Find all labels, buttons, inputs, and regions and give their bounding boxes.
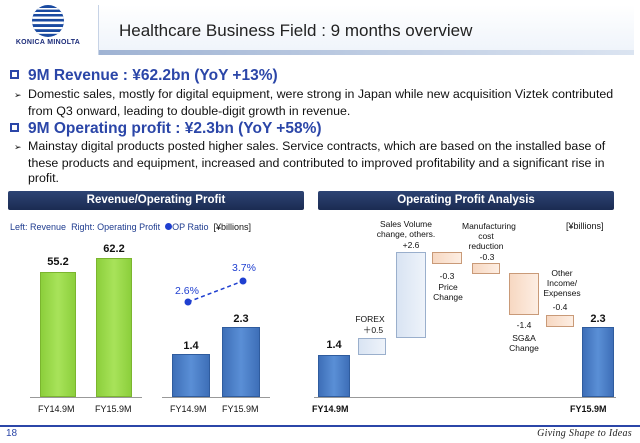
analysis-unit: [¥billions] bbox=[566, 221, 604, 231]
legend-unit: [¥billions] bbox=[213, 222, 252, 232]
op-bar-fy14 bbox=[172, 354, 210, 397]
op-axis bbox=[162, 397, 270, 398]
legend-dot-icon bbox=[165, 223, 173, 230]
wf-other-value: -0.4 bbox=[552, 302, 568, 312]
revenue-axis bbox=[30, 397, 142, 398]
logo-globe-icon bbox=[32, 5, 64, 37]
wf-forex-name: FOREX bbox=[355, 314, 385, 324]
wf-sga-bar bbox=[509, 273, 539, 315]
revenue-label-fy14: 55.2 bbox=[47, 256, 69, 268]
wf-other-bar bbox=[546, 315, 574, 327]
footer-divider bbox=[0, 425, 640, 427]
arrow-bullet-icon: ➢ bbox=[14, 90, 22, 100]
op-ratio-connector bbox=[187, 280, 244, 303]
op-profit-heading-text: 9M Operating profit : ¥2.3bn (YoY +58%) bbox=[28, 120, 322, 137]
revenue-heading: 9M Revenue : ¥62.2bn (YoY +13%) bbox=[10, 67, 278, 85]
wf-sales-name: Sales Volume change, others. bbox=[376, 219, 436, 239]
op-bar-fy15 bbox=[222, 327, 260, 397]
wf-price-bar bbox=[432, 252, 462, 264]
legend-left: Left: Revenue Right: Operating Profit OP… bbox=[10, 222, 251, 232]
wf-price-value: -0.3 bbox=[439, 271, 455, 281]
wf-xlabel-end: FY15.9M bbox=[570, 404, 607, 414]
op-profit-description: ➢ Mainstay digital products posted higher… bbox=[14, 139, 634, 187]
revenue-xlabel-fy15: FY15.9M bbox=[95, 404, 132, 414]
wf-axis bbox=[314, 397, 616, 398]
wf-forex-bar bbox=[358, 338, 386, 355]
page-number: 18 bbox=[6, 428, 18, 439]
op-ratio-line bbox=[184, 277, 247, 306]
legend-op-ratio: OP Ratio bbox=[172, 222, 209, 232]
slide-title: Healthcare Business Field : 9 months ove… bbox=[119, 21, 473, 40]
wf-start-label: 1.4 bbox=[326, 339, 342, 351]
legend-op: Right: Operating Profit bbox=[71, 222, 161, 232]
wf-other-name: Other Income/ Expenses bbox=[543, 268, 581, 298]
revenue-description: ➢ Domestic sales, mostly for digital equi… bbox=[14, 87, 634, 119]
wf-sales-bar bbox=[396, 252, 426, 338]
wf-start-bar bbox=[318, 355, 350, 397]
revenue-label-fy15: 62.2 bbox=[103, 243, 125, 255]
op-xlabel-fy14: FY14.9M bbox=[170, 404, 207, 414]
op-ratio-label-fy14: 2.6% bbox=[175, 285, 199, 297]
wf-mfg-value: -0.3 bbox=[479, 252, 495, 262]
footer-tagline: Giving Shape to Ideas bbox=[537, 428, 632, 439]
revenue-xlabel-fy14: FY14.9M bbox=[38, 404, 75, 414]
revenue-heading-text: 9M Revenue : ¥62.2bn (YoY +13%) bbox=[28, 67, 278, 84]
op-profit-heading: 9M Operating profit : ¥2.3bn (YoY +58%) bbox=[10, 120, 322, 138]
revenue-description-text: Domestic sales, mostly for digital equip… bbox=[28, 87, 614, 118]
op-label-fy15: 2.3 bbox=[233, 313, 249, 325]
analysis-panel-header: Operating Profit Analysis bbox=[318, 191, 614, 210]
square-bullet-icon bbox=[10, 70, 19, 79]
revenue-bar-fy15 bbox=[96, 258, 132, 397]
wf-mfg-bar bbox=[472, 263, 500, 274]
wf-sga-value: -1.4 bbox=[516, 320, 532, 330]
wf-end-bar bbox=[582, 327, 614, 397]
op-ratio-point-fy15 bbox=[239, 277, 247, 285]
revenue-panel-header: Revenue/Operating Profit bbox=[8, 191, 304, 210]
wf-sga-name: SG&A Change bbox=[509, 333, 539, 353]
wf-end-label: 2.3 bbox=[590, 313, 606, 325]
op-label-fy14: 1.4 bbox=[183, 340, 199, 352]
legend-revenue: Left: Revenue bbox=[10, 222, 67, 232]
op-ratio-point-fy14 bbox=[184, 298, 192, 306]
wf-sales-value: +2.6 bbox=[402, 240, 420, 250]
logo-text: KONICA MINOLTA bbox=[15, 39, 81, 46]
wf-forex-value: ＋0.5 bbox=[362, 325, 384, 335]
wf-mfg-name: Manufacturing cost reduction bbox=[462, 221, 516, 251]
title-bar: Healthcare Business Field : 9 months ove… bbox=[98, 5, 634, 55]
company-logo: KONICA MINOLTA bbox=[6, 4, 90, 50]
wf-price-name: Price Change bbox=[433, 282, 463, 302]
revenue-bar-fy14 bbox=[40, 272, 76, 397]
square-bullet-icon bbox=[10, 123, 19, 132]
op-ratio-label-fy15: 3.7% bbox=[232, 262, 256, 274]
wf-xlabel-start: FY14.9M bbox=[312, 404, 349, 414]
op-xlabel-fy15: FY15.9M bbox=[222, 404, 259, 414]
op-profit-description-text: Mainstay digital products posted higher … bbox=[28, 139, 606, 185]
arrow-bullet-icon: ➢ bbox=[14, 142, 22, 152]
